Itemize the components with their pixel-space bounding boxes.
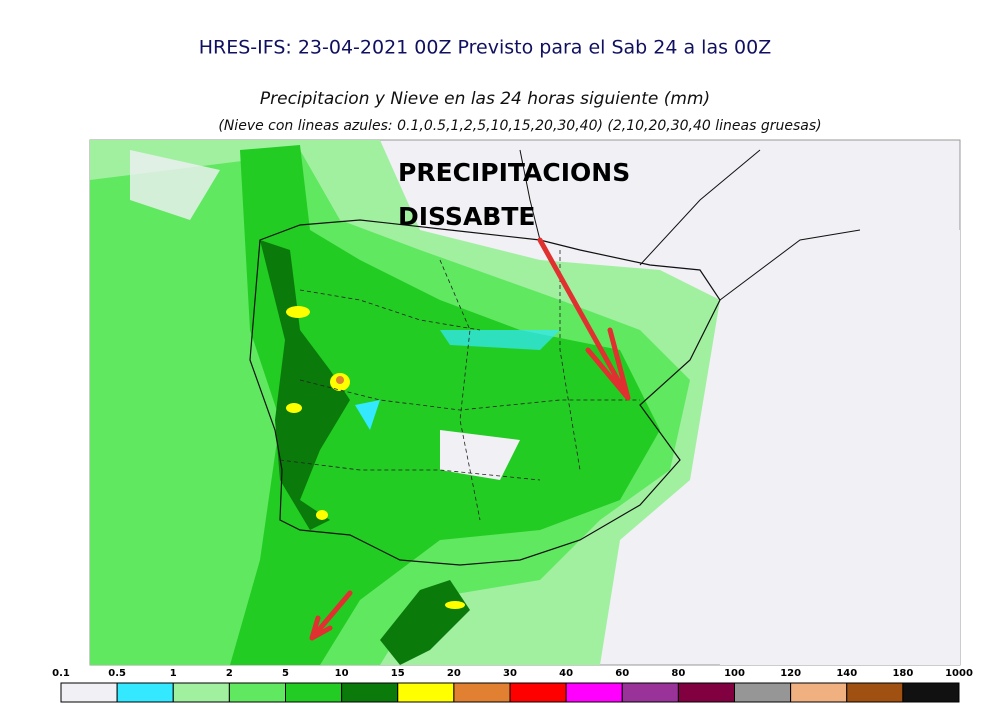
coastline (519, 149, 861, 301)
colorbar-box (397, 682, 455, 703)
colorbar-label: 30 (503, 668, 517, 679)
colorbar-label: 140 (836, 668, 857, 679)
colorbar-box (228, 682, 286, 703)
snow-area (440, 330, 560, 350)
colorbar-label: 80 (671, 668, 685, 679)
colorbar-box (60, 682, 118, 703)
precip-peak (286, 306, 310, 318)
colorbar-label: 120 (780, 668, 801, 679)
colorbar-label: 10 (335, 668, 349, 679)
precip-heavy (380, 580, 470, 665)
colorbar-box (734, 682, 792, 703)
colorbar-label: 5 (282, 668, 289, 679)
colorbar-label: 60 (615, 668, 629, 679)
colorbar-box (902, 682, 960, 703)
colorbar-label: 180 (892, 668, 913, 679)
colorbar-box (453, 682, 511, 703)
map: PRECIPITACIONS DISSABTE (89, 139, 961, 666)
colorbar-label: 2 (226, 668, 233, 679)
precip-strong (230, 145, 660, 665)
dry-area (700, 230, 960, 665)
colorbar-label: 1 (170, 668, 177, 679)
precip-peak (316, 510, 328, 520)
colorbar-box (116, 682, 174, 703)
colorbar-box (285, 682, 343, 703)
colorbar-label: 15 (391, 668, 405, 679)
colorbar-box (172, 682, 230, 703)
colorbar-label: 20 (447, 668, 461, 679)
precip-heavy (260, 240, 350, 530)
colorbar-box (509, 682, 567, 703)
precip-peak (286, 403, 302, 413)
colorbar-label: 0.1 (52, 668, 70, 679)
snow-area (355, 400, 380, 430)
precip-peak (445, 601, 465, 609)
colorbar-label: 40 (559, 668, 573, 679)
arrow (309, 590, 353, 641)
colorbar-box (341, 682, 399, 703)
title: HRES-IFS: 23-04-2021 00Z Previsto para e… (199, 37, 772, 59)
dry-area (440, 430, 520, 480)
annotation: PRECIPITACIONS (398, 158, 630, 187)
colorbar-box (846, 682, 904, 703)
precip-peak (336, 376, 344, 384)
note: (Nieve con lineas azules: 0.1,0.5,1,2,5,… (218, 118, 821, 134)
colorbar-box (677, 682, 735, 703)
borders (279, 250, 640, 521)
colorbar-label: 0.5 (108, 668, 126, 679)
dry-area (130, 150, 220, 220)
subtitle: Precipitacion y Nieve en las 24 horas si… (260, 89, 710, 109)
colorbar-box (565, 682, 623, 703)
colorbar-box (621, 682, 679, 703)
colorbar: 0.1 0.5 1 2 5 10 15 20 30 40 60 80 100 120 140 180 1000 (52, 668, 973, 703)
colorbar-label: 100 (724, 668, 745, 679)
colorbar-box (790, 682, 848, 703)
annotation: DISSABTE (398, 202, 535, 231)
arrow (537, 237, 631, 401)
colorbar-label: 1000 (945, 668, 973, 679)
